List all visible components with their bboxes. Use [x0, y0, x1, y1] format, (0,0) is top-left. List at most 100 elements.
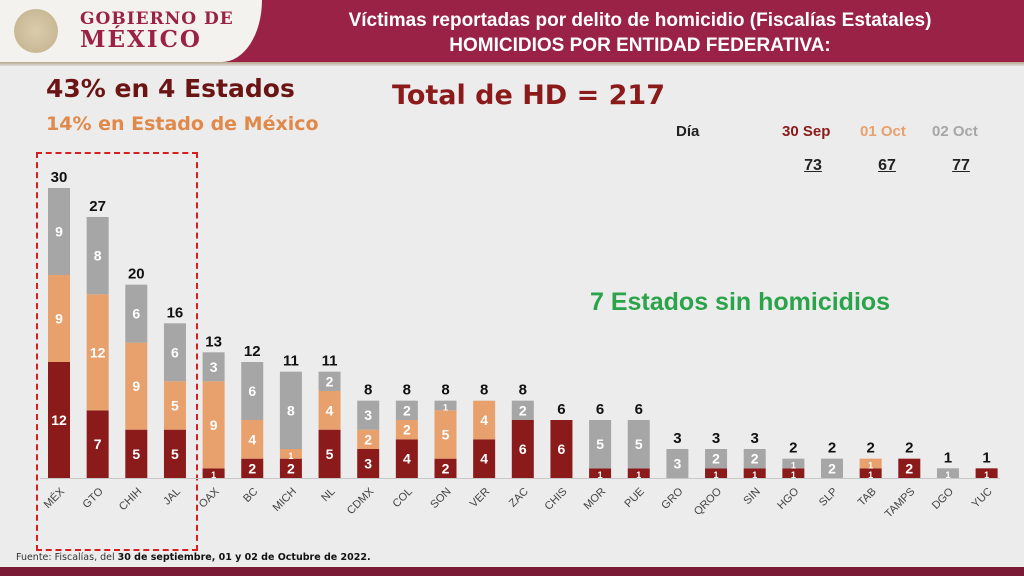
- bar-total-label: 13: [205, 333, 222, 350]
- segment-label: 1: [443, 403, 448, 413]
- segment-label: 4: [326, 402, 334, 418]
- day-30sep-label: 30 Sep: [782, 123, 831, 140]
- segment-label: 6: [248, 383, 256, 399]
- category-label: OAX: [197, 485, 222, 510]
- bar-segment-01-oct: [163, 381, 186, 430]
- segment-label: 1: [598, 470, 603, 480]
- bar-segment-30-sep: [279, 458, 302, 478]
- bar-total-label: 8: [441, 382, 449, 399]
- segment-label: 12: [51, 412, 67, 428]
- bar-total-label: 8: [364, 382, 372, 399]
- bar-total-label: 3: [751, 430, 759, 447]
- segment-label: 1: [868, 461, 873, 471]
- segment-label: 6: [558, 441, 566, 457]
- bar-segment-01-oct: [434, 410, 457, 459]
- segment-label: 1: [636, 470, 641, 480]
- header-divider: [0, 62, 1024, 66]
- bar-total-label: 11: [322, 353, 338, 370]
- bar-total-label: 6: [557, 401, 565, 418]
- slide-subtitle: HOMICIDIOS POR ENTIDAD FEDERATIVA:: [449, 35, 831, 56]
- segment-label: 5: [171, 398, 179, 414]
- bar-segment-01-oct: [279, 449, 302, 459]
- segment-label: 1: [791, 470, 796, 480]
- category-label: DGO: [930, 485, 957, 512]
- category-label: YUC: [970, 486, 995, 511]
- bar-total-label: 20: [128, 266, 145, 283]
- bar-segment-02-oct: [589, 420, 612, 469]
- source-dates: 30 de septiembre, 01 y 02 de Octubre de …: [117, 552, 371, 563]
- bar-segment-02-oct: [936, 468, 959, 478]
- bar-segment-30-sep: [859, 468, 882, 478]
- bar-total-label: 8: [403, 382, 411, 399]
- segment-label: 6: [132, 306, 140, 322]
- category-label: TAMPS: [883, 486, 918, 521]
- bar-segment-30-sep: [241, 458, 264, 478]
- bar-segment-02-oct: [357, 400, 380, 430]
- segment-label: 2: [287, 460, 295, 476]
- bar-total-label: 30: [51, 169, 68, 186]
- segment-label: 5: [132, 446, 140, 462]
- bar-total-label: 11: [283, 353, 299, 370]
- segment-label: 9: [210, 417, 218, 433]
- bar-segment-02-oct: [241, 362, 264, 420]
- total-homicides: Total de HD = 217: [392, 80, 665, 111]
- category-label: SIN: [741, 486, 762, 507]
- bar-segment-02-oct: [434, 400, 457, 411]
- bar-segment-02-oct: [782, 458, 805, 469]
- segment-label: 2: [403, 402, 411, 418]
- bar-total-label: 2: [905, 440, 913, 457]
- bar-segment-02-oct: [705, 449, 728, 469]
- bar-segment-30-sep: [550, 420, 573, 478]
- logo-line1: GOBIERNO DE: [80, 9, 234, 29]
- bar-segment-02-oct: [318, 371, 341, 391]
- bar-segment-01-oct: [202, 381, 225, 469]
- bar-segment-02-oct: [163, 323, 186, 382]
- segment-label: 2: [403, 422, 411, 438]
- segment-label: 1: [714, 470, 719, 480]
- day-30sep-value: 73: [804, 157, 822, 174]
- bar-segment-30-sep: [898, 458, 921, 478]
- bar-segment-30-sep: [318, 429, 341, 478]
- top-states-highlight: 43% en 4 Estados: [46, 74, 295, 103]
- category-label: HGO: [775, 485, 802, 512]
- bar-segment-01-oct: [859, 458, 882, 469]
- bar-segment-30-sep: [357, 449, 380, 478]
- category-label: MOR: [582, 486, 609, 513]
- bar-total-label: 8: [519, 382, 527, 399]
- bar-segment-01-oct: [241, 420, 264, 459]
- day-01oct-label: 01 Oct: [860, 123, 906, 140]
- bar-total-label: 2: [866, 440, 874, 457]
- bar-segment-30-sep: [705, 468, 728, 478]
- segment-label: 12: [90, 344, 106, 360]
- segment-label: 6: [171, 344, 179, 360]
- bar-segment-01-oct: [86, 294, 109, 411]
- category-label: QROO: [692, 485, 725, 518]
- category-label: CDMX: [345, 485, 377, 517]
- segment-label: 4: [248, 431, 256, 447]
- segment-label: 5: [171, 446, 179, 462]
- source-note: Fuente: Fiscalías, del 30 de septiembre,…: [16, 552, 371, 563]
- top-states-dashed-box: [36, 152, 198, 551]
- category-label: COL: [390, 486, 414, 510]
- category-label: CHIS: [543, 486, 570, 513]
- bar-segment-30-sep: [589, 468, 612, 478]
- segment-label: 2: [905, 460, 913, 476]
- segment-label: 1: [288, 451, 293, 461]
- segment-label: 2: [248, 460, 256, 476]
- segment-label: 4: [403, 451, 411, 467]
- segment-label: 2: [828, 460, 836, 476]
- segment-label: 2: [712, 451, 720, 467]
- footer-bar: [0, 567, 1024, 576]
- bar-segment-01-oct: [473, 400, 496, 440]
- bar-segment-02-oct: [48, 188, 70, 275]
- segment-label: 1: [868, 470, 873, 480]
- bar-segment-01-oct: [125, 342, 148, 430]
- category-label: ZAC: [507, 486, 531, 510]
- category-label: NL: [319, 486, 337, 504]
- bar-segment-02-oct: [86, 217, 109, 295]
- segment-label: 8: [94, 248, 102, 264]
- bar-segment-30-sep: [48, 362, 70, 478]
- bar-total-label: 6: [596, 401, 604, 418]
- segment-label: 1: [752, 470, 757, 480]
